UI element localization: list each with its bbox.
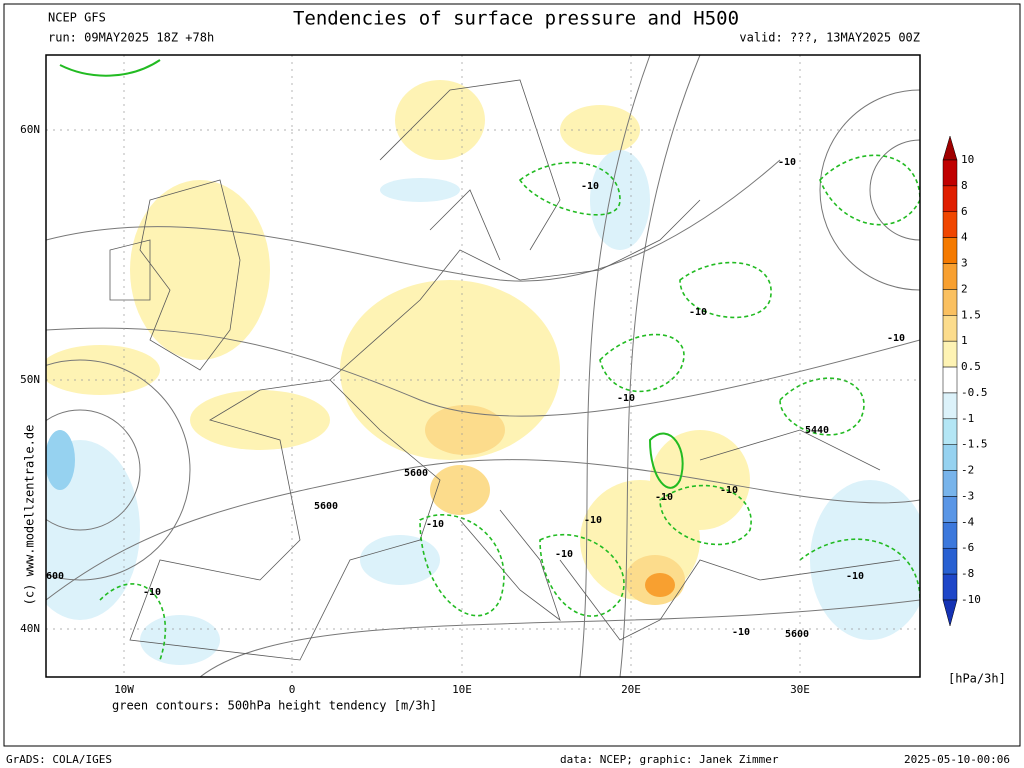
- graticule: [46, 55, 920, 677]
- colorbar-label: -2: [961, 464, 974, 477]
- contour-label: 5600: [404, 468, 428, 479]
- map-caption: green contours: 500hPa height tendency […: [112, 699, 437, 713]
- run: run: 09MAY2025 18Z +78h: [48, 31, 214, 45]
- height-tendency-contours: [99, 154, 920, 661]
- colorbar-label: -0.5: [961, 386, 988, 399]
- lon-label: 0: [289, 683, 296, 696]
- contour-label: -10: [720, 485, 738, 496]
- contour-label: -10: [778, 157, 796, 168]
- colorbar-label: 1.5: [961, 308, 981, 321]
- colorbar-label: -10: [961, 593, 981, 606]
- colorbar-swatch: [942, 211, 958, 238]
- colorbar-swatch: [942, 366, 958, 394]
- colorbar-swatch: [942, 185, 958, 213]
- watermark: (c) www.modellzentrale.de: [23, 425, 37, 606]
- contour-label: -10: [887, 333, 905, 344]
- credits: data: NCEP; graphic: Janek Zimmer: [560, 753, 779, 766]
- colorbar-swatch: [942, 315, 958, 342]
- contour-label: -10: [655, 492, 673, 503]
- colorbar-label: -6: [961, 541, 974, 554]
- frame: [3, 3, 1021, 747]
- colorbar-label: -8: [961, 567, 974, 580]
- height-tendency-contours: [648, 432, 684, 489]
- colorbar-label: 10: [961, 153, 974, 166]
- colorbar-label: -3: [961, 489, 974, 502]
- colorbar-swatch: [942, 159, 958, 187]
- colorbar-swatch: [942, 135, 958, 161]
- colorbar-swatch: [942, 289, 958, 316]
- colorbar-label: -4: [961, 515, 975, 528]
- lat-label: 50N: [20, 373, 40, 386]
- isobars: [46, 55, 920, 677]
- title: Tendencies of surface pressure and H500: [293, 8, 739, 30]
- colorbar-label: 1: [961, 334, 968, 347]
- colorbar-swatch: [942, 522, 958, 549]
- colorbar-swatch: [942, 547, 958, 575]
- colorbar-swatch: [942, 392, 958, 420]
- map-border: [45, 54, 921, 678]
- contour-label: -10: [555, 549, 573, 560]
- lat-label: 60N: [20, 123, 40, 136]
- contour-label: -10: [689, 307, 707, 318]
- colorbar-label: 8: [961, 179, 968, 192]
- contour-label: -10: [617, 393, 635, 404]
- lon-label: 10E: [452, 683, 472, 696]
- lon-label: 30E: [790, 683, 810, 696]
- contour-label: -10: [846, 571, 864, 582]
- lat-label: 40N: [20, 622, 40, 635]
- colorbar-swatch: [942, 418, 958, 445]
- pressure-rise-area: [46, 80, 750, 600]
- contour-label: 5600: [785, 629, 809, 640]
- colorbar-swatch: [942, 599, 958, 627]
- pressure-rise-area: [645, 573, 675, 597]
- contour-label: 5440: [805, 425, 829, 436]
- contour-label: -10: [732, 627, 750, 638]
- colorbar-swatch: [942, 444, 958, 471]
- colorbar-label: 3: [961, 257, 968, 270]
- colorbar-swatch: [942, 237, 958, 264]
- coastlines: [109, 79, 901, 661]
- colorbar-swatch: [942, 496, 958, 523]
- colorbar-label: 4: [961, 231, 968, 244]
- colorbar-swatch: [942, 573, 958, 601]
- model: NCEP GFS: [48, 11, 106, 25]
- colorbar-swatch: [942, 340, 958, 368]
- contour-label: -10: [584, 515, 602, 526]
- software: GrADS: COLA/IGES: [6, 753, 112, 766]
- contour-label: 600: [46, 571, 64, 582]
- lon-label: 20E: [621, 683, 641, 696]
- colorbar-swatch: [942, 470, 958, 497]
- colorbar-label: 6: [961, 205, 968, 218]
- colorbar-label: -1.5: [961, 438, 988, 451]
- height-tendency-contours: [59, 59, 161, 77]
- lon-label: 10W: [114, 683, 134, 696]
- contour-label: -10: [426, 519, 444, 530]
- map: -10 -10 -10 -10 -10 -10 -10 -10 -10 -10 -10 -10 -10 5…: [45, 54, 921, 678]
- colorbar-swatch: [942, 263, 958, 290]
- colorbar-unit: [hPa/3h]: [948, 672, 1006, 686]
- timestamp: 2025-05-10-00:06: [904, 753, 1010, 766]
- contour-label: -10: [581, 181, 599, 192]
- colorbar-label: 2: [961, 282, 968, 295]
- colorbar-label: 0.5: [961, 360, 981, 373]
- contour-label: -10: [143, 587, 161, 598]
- pressure-fall-area: [46, 430, 75, 490]
- contour-label: 5600: [314, 501, 338, 512]
- valid: valid: ???, 13MAY2025 00Z: [739, 31, 920, 45]
- colorbar-label: -1: [961, 412, 974, 425]
